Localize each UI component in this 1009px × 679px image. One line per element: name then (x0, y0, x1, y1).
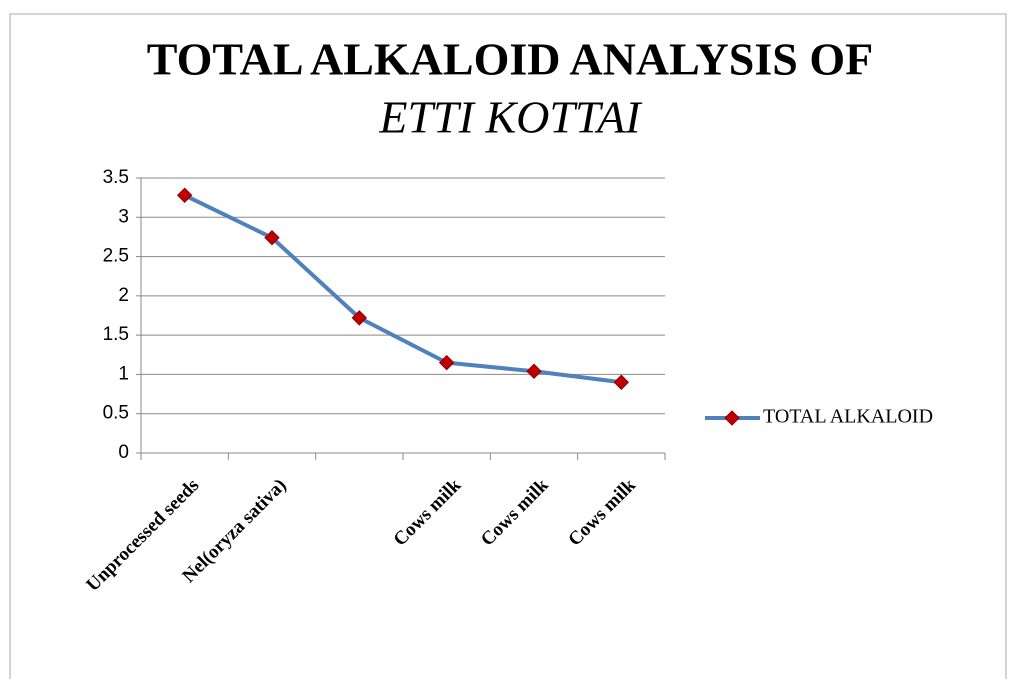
series-line (183, 193, 622, 385)
y-tick-label: 1.5 (103, 324, 129, 345)
y-tick-label: 0 (118, 442, 129, 463)
y-tick-label: 3 (118, 206, 129, 227)
marker (351, 310, 368, 326)
chart-border (9, 13, 1007, 679)
y-tick-label: 2.5 (103, 246, 129, 267)
chart-subtitle: ETTI KOTTAI (378, 92, 643, 143)
y-tick-label: 0.5 (103, 403, 129, 424)
chart-title: TOTAL ALKALOID ANALYSIS OF (147, 34, 873, 85)
marker (176, 187, 193, 203)
legend-marker (724, 410, 740, 426)
marker (438, 354, 455, 371)
y-tick-label: 3.5 (103, 167, 129, 188)
legend-label: TOTAL ALKALOID (763, 406, 933, 428)
marker (526, 363, 542, 379)
x-tick-label: Cows milk (477, 474, 553, 550)
x-tick-label: Cows milk (564, 474, 640, 550)
y-tick-label: 1 (118, 363, 129, 384)
marker (264, 230, 280, 246)
marker (613, 374, 630, 390)
x-tick-label: Cows milk (390, 474, 466, 550)
y-tick-label: 2 (118, 285, 129, 306)
